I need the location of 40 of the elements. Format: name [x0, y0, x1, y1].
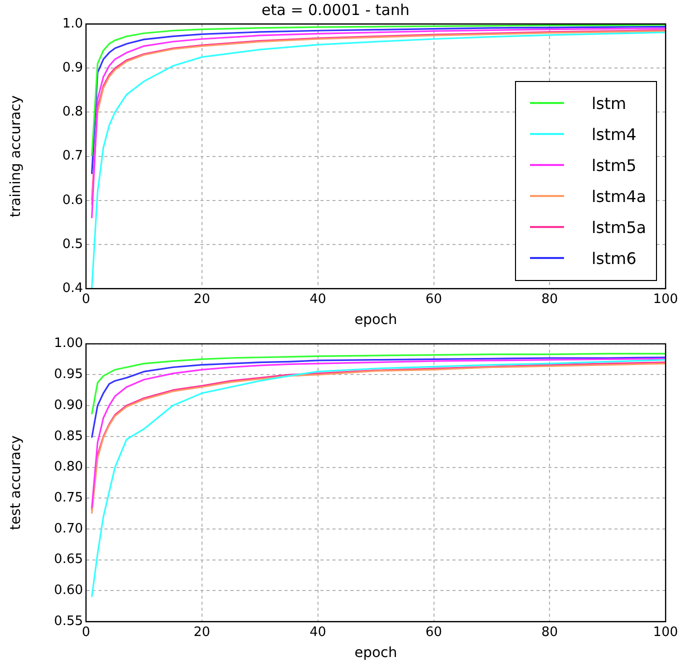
x-tick-label: 20	[194, 624, 210, 640]
y-tick-label: 0.8	[62, 104, 83, 120]
y-tick-label: 0.4	[62, 280, 83, 296]
y-tick-label: 0.7	[62, 148, 83, 164]
x-tick-label: 100	[653, 624, 678, 640]
x-axis-title: epoch	[354, 645, 398, 662]
x-tick-label: 20	[194, 292, 210, 307]
y-tick-label: 0.6	[62, 192, 83, 208]
legend-label: lstm4	[592, 124, 636, 144]
y-tick-label: 0.60	[54, 583, 83, 598]
y-axis-title: test accuracy	[8, 435, 24, 530]
x-tick-label: 60	[425, 292, 442, 307]
x-tick-label: 60	[425, 624, 442, 640]
y-tick-label: 0.75	[54, 490, 83, 506]
y-tick-label: 0.9	[62, 60, 83, 76]
y-tick-label: 0.70	[54, 521, 83, 536]
legend-label: lstm4a	[592, 186, 646, 206]
x-tick-label: 100	[653, 292, 678, 307]
legend-label: lstm	[592, 94, 626, 113]
y-tick-label: 1.00	[54, 336, 83, 352]
y-tick-label: 1.0	[62, 16, 83, 32]
legend-label: lstm5a	[592, 218, 646, 237]
y-axis-title: training accuracy	[8, 95, 24, 218]
x-tick-label: 0	[82, 292, 90, 307]
chart-title: eta = 0.0001 - tanh	[262, 0, 410, 19]
y-tick-label: 0.95	[54, 367, 83, 382]
legend-label: lstm5	[592, 156, 636, 175]
x-axis-title: epoch	[354, 312, 398, 328]
y-tick-label: 0.5	[62, 236, 83, 252]
y-tick-label: 0.80	[54, 460, 83, 475]
y-tick-label: 0.85	[54, 428, 83, 444]
legend-label: lstm6	[592, 248, 636, 268]
y-tick-label: 0.90	[54, 398, 83, 413]
x-tick-label: 40	[310, 292, 326, 307]
x-tick-label: 0	[82, 624, 90, 640]
y-tick-label: 0.65	[54, 552, 83, 568]
y-tick-label: 0.55	[54, 614, 83, 629]
x-tick-label: 40	[310, 624, 326, 640]
x-tick-label: 80	[541, 624, 558, 640]
x-tick-label: 80	[541, 292, 558, 307]
